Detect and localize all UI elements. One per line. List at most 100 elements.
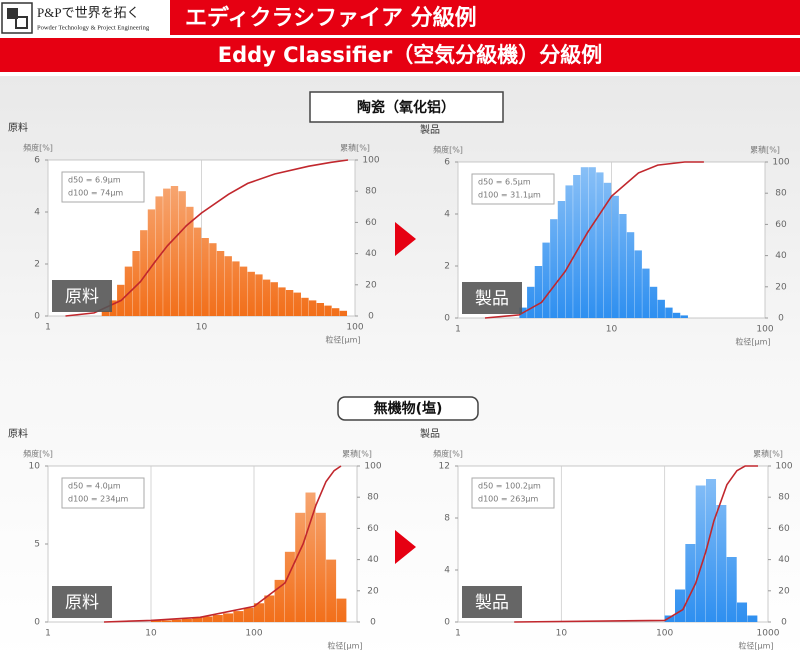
logo-icon (7, 8, 18, 19)
annotation-box (471, 477, 555, 509)
histogram-bar (262, 279, 271, 316)
y-tick-label: 10 (29, 462, 41, 472)
histogram-bar (201, 238, 209, 316)
y2-tick-label: 80 (775, 189, 787, 199)
histogram-bar (680, 315, 688, 318)
annotation: d100 = 263μm (478, 495, 538, 504)
y-axis-label: 頻度[%] (23, 449, 53, 459)
y-axis-label: 頻度[%] (433, 449, 463, 459)
histogram-bar (588, 167, 596, 318)
histogram-bar (542, 242, 550, 318)
histogram-bar (247, 271, 255, 316)
histogram-bar (186, 206, 194, 316)
annotation: d50 = 6.9μm (68, 176, 121, 185)
histogram-bar (534, 266, 543, 318)
annotation: d50 = 100.2μm (478, 482, 541, 491)
y-tick-label: 0 (444, 314, 450, 324)
histogram-bar (151, 620, 162, 622)
section-title: 無機物(塩) (374, 400, 443, 417)
section-box (337, 396, 479, 421)
histogram-bar (596, 172, 604, 318)
overlay-label: 原料 (65, 593, 99, 613)
histogram-bar (326, 559, 337, 622)
histogram-bar (212, 614, 223, 622)
y2-tick-label: 40 (778, 555, 790, 565)
y2-axis-label: 累積[%] (753, 449, 783, 459)
histogram-bar (675, 589, 686, 622)
histogram-bar (264, 595, 275, 622)
histogram-bar (274, 579, 285, 622)
histogram-bar (308, 300, 317, 316)
histogram-bar (685, 544, 696, 622)
overlay-box (52, 280, 112, 312)
histogram-bar (706, 479, 717, 622)
overlay-label: 原料 (65, 287, 99, 307)
histogram-bar (163, 188, 171, 316)
histogram-bar (109, 300, 117, 316)
y2-tick-label: 80 (778, 493, 790, 503)
histogram-bar (324, 305, 332, 316)
logo-icon (15, 16, 28, 29)
x-tick-label: 100 (346, 323, 363, 333)
logo-subtitle: Powder Technology & Project Engineering (37, 24, 150, 31)
histogram-bar (695, 485, 706, 622)
section-box (309, 91, 504, 123)
y2-tick-label: 100 (364, 462, 381, 472)
histogram-bar (664, 615, 675, 622)
y-tick-label: 2 (34, 260, 40, 270)
histogram-bar (611, 195, 619, 318)
histogram-bar (233, 611, 244, 622)
x-tick-label: 10 (145, 629, 157, 639)
histogram-bar (255, 274, 263, 316)
y2-tick-label: 20 (365, 280, 377, 290)
overlay-label: 製品 (475, 289, 509, 309)
histogram-bar (331, 308, 340, 316)
x-tick-label: 100 (756, 325, 773, 335)
logo-title: P&Pで世界を拓く (37, 5, 140, 20)
overlay-label: 製品 (475, 593, 509, 613)
y2-tick-label: 20 (778, 586, 790, 596)
histogram-bar (339, 310, 348, 316)
y-tick-label: 2 (444, 262, 450, 272)
annotation: d50 = 4.0μm (68, 482, 121, 491)
histogram-bar (634, 250, 642, 318)
annotation: d100 = 31.1μm (478, 191, 541, 200)
histogram-bar (603, 182, 612, 318)
histogram-bar (305, 492, 316, 622)
histogram-bar (243, 607, 254, 622)
y-axis-label: 頻度[%] (433, 145, 463, 155)
x-axis-label: 粒径[μm] (325, 335, 360, 345)
y-tick-label: 0 (34, 312, 40, 322)
histogram-bar (565, 185, 573, 318)
x-tick-label: 1 (45, 629, 51, 639)
histogram-bar (101, 310, 110, 316)
x-tick-label: 1 (45, 323, 51, 333)
section-label: 製品 (420, 427, 440, 440)
y2-tick-label: 60 (367, 524, 379, 534)
cumulative-curve (65, 159, 349, 317)
overlay-box (462, 282, 522, 314)
x-tick-label: 10 (196, 323, 208, 333)
y-tick-label: 4 (34, 208, 40, 218)
histogram-bar (316, 303, 325, 316)
y2-tick-label: 0 (370, 618, 376, 628)
y-tick-label: 6 (444, 158, 450, 168)
subtitle: Eddy Classifier（空気分級機）分級例 (218, 43, 603, 67)
histogram-bar (557, 201, 566, 318)
histogram-bar (573, 175, 581, 318)
y2-tick-label: 20 (367, 586, 379, 596)
arrow (395, 222, 416, 256)
overlay-box (462, 586, 522, 618)
y2-tick-label: 20 (775, 282, 787, 292)
histogram-bar (124, 266, 133, 316)
histogram-bar (192, 617, 203, 622)
histogram-bar (132, 251, 140, 316)
y2-axis-label: 累積[%] (750, 145, 780, 155)
histogram-bar (161, 620, 172, 622)
histogram-bar (171, 619, 182, 622)
histogram-bar (642, 268, 650, 318)
x-tick-label: 1 (455, 629, 461, 639)
y2-axis-label: 累積[%] (342, 449, 372, 459)
cumulative-curve (484, 161, 704, 319)
section-label: 原料 (8, 427, 28, 440)
